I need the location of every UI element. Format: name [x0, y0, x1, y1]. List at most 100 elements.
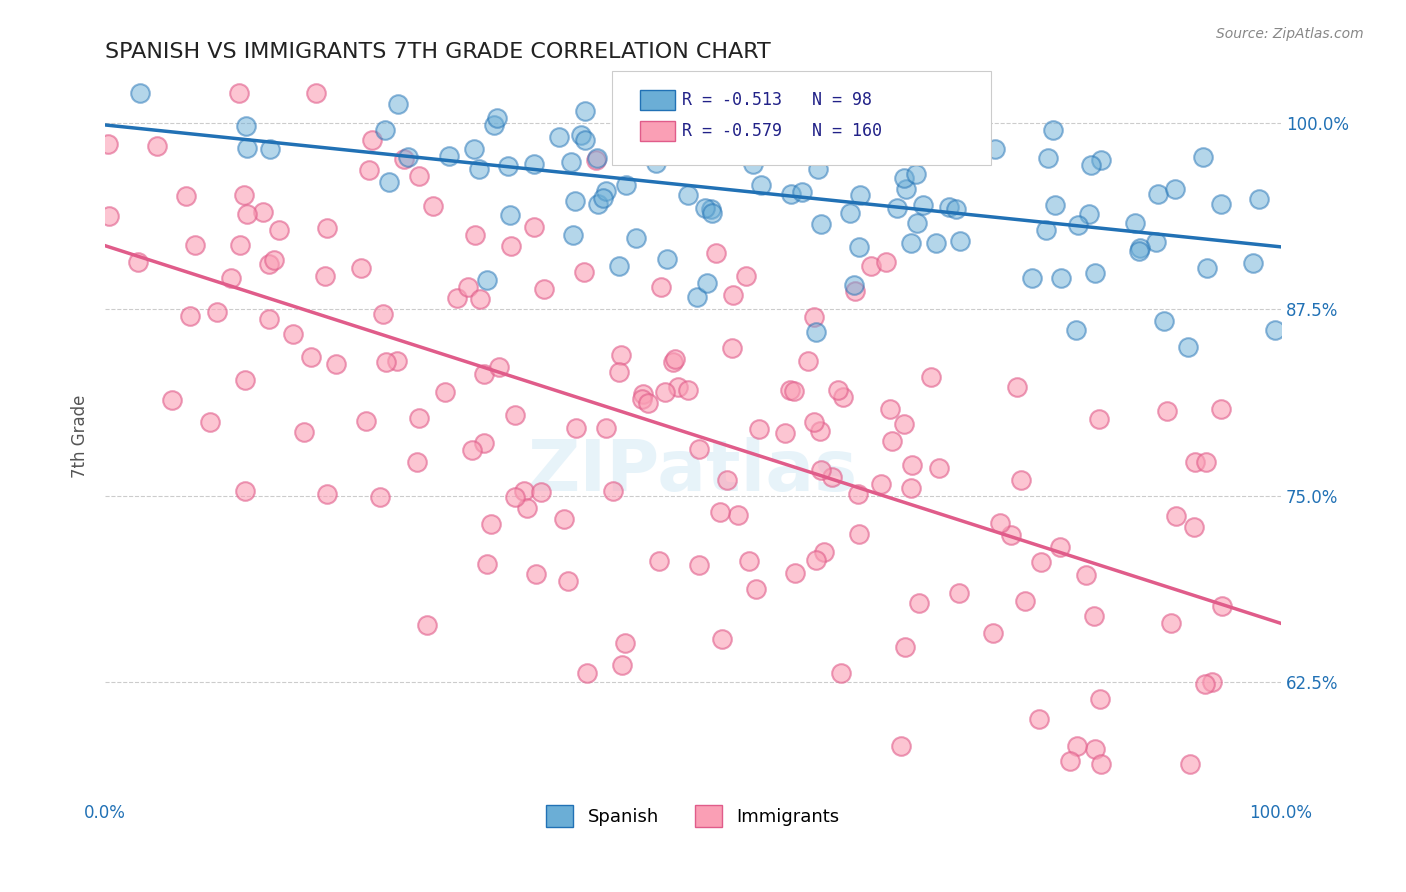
Point [292, 425, 315, 440]
Point [1192, 150, 1215, 164]
Point [314, 268, 336, 283]
Point [981, 625, 1004, 640]
Point [637, 396, 659, 410]
Point [748, 422, 770, 436]
Point [900, 481, 922, 495]
Point [709, 505, 731, 519]
Point [846, 487, 869, 501]
Point [463, 142, 485, 156]
Point [468, 161, 491, 176]
Point [862, 129, 884, 144]
Point [914, 134, 936, 148]
Point [433, 384, 456, 399]
Point [613, 636, 636, 650]
Point [911, 198, 934, 212]
Point [392, 152, 415, 166]
Point [1036, 151, 1059, 165]
Point [236, 207, 259, 221]
Point [233, 483, 256, 498]
Point [472, 367, 495, 381]
Point [693, 201, 716, 215]
Point [945, 202, 967, 216]
Point [1180, 756, 1202, 771]
Point [744, 582, 766, 596]
Point [475, 273, 498, 287]
Point [1123, 216, 1146, 230]
Point [647, 554, 669, 568]
Point [740, 143, 762, 157]
Point [377, 175, 399, 189]
Point [607, 365, 630, 379]
Point [174, 189, 197, 203]
Point [879, 402, 901, 417]
Point [1156, 404, 1178, 418]
Point [696, 276, 718, 290]
Point [1083, 608, 1105, 623]
Point [205, 305, 228, 319]
Point [810, 463, 832, 477]
Point [721, 341, 744, 355]
Point [727, 508, 749, 523]
Point [650, 280, 672, 294]
Point [1067, 218, 1090, 232]
Point [612, 657, 634, 672]
Point [526, 566, 548, 581]
Point [734, 269, 756, 284]
Point [793, 106, 815, 120]
Point [1144, 235, 1167, 249]
Point [1035, 223, 1057, 237]
Point [547, 130, 569, 145]
Point [1078, 207, 1101, 221]
Point [305, 87, 328, 101]
Point [475, 557, 498, 571]
Point [633, 387, 655, 401]
Point [359, 162, 381, 177]
Point [688, 558, 710, 572]
Point [1195, 455, 1218, 469]
Point [1066, 739, 1088, 753]
Point [1184, 455, 1206, 469]
Point [233, 188, 256, 202]
Point [662, 354, 685, 368]
Point [779, 186, 801, 201]
Point [810, 217, 832, 231]
Point [350, 260, 373, 275]
Point [1249, 192, 1271, 206]
Point [1010, 473, 1032, 487]
Point [700, 202, 723, 217]
Point [299, 350, 322, 364]
Point [842, 278, 865, 293]
Point [1164, 182, 1187, 196]
Point [396, 150, 419, 164]
Point [908, 147, 931, 161]
Point [586, 151, 609, 165]
Point [592, 191, 614, 205]
Point [860, 259, 883, 273]
Point [523, 157, 546, 171]
Point [676, 384, 699, 398]
Point [564, 421, 586, 435]
Point [486, 111, 509, 125]
Point [893, 417, 915, 432]
Point [806, 553, 828, 567]
Text: R = -0.513   N = 98: R = -0.513 N = 98 [682, 91, 872, 109]
Point [482, 118, 505, 132]
Point [990, 516, 1012, 531]
Point [749, 178, 772, 192]
Point [1090, 692, 1112, 706]
Text: SPANISH VS IMMIGRANTS 7TH GRADE CORRELATION CHART: SPANISH VS IMMIGRANTS 7TH GRADE CORRELAT… [105, 42, 770, 62]
Point [585, 153, 607, 167]
Text: R = -0.579   N = 160: R = -0.579 N = 160 [682, 122, 882, 140]
Point [664, 352, 686, 367]
Point [831, 390, 853, 404]
Point [702, 205, 724, 219]
Point [893, 170, 915, 185]
Point [683, 106, 706, 120]
Point [387, 354, 409, 368]
Point [574, 133, 596, 147]
Point [457, 279, 479, 293]
Point [742, 143, 765, 157]
Point [984, 142, 1007, 156]
Point [1084, 266, 1107, 280]
Point [803, 416, 825, 430]
